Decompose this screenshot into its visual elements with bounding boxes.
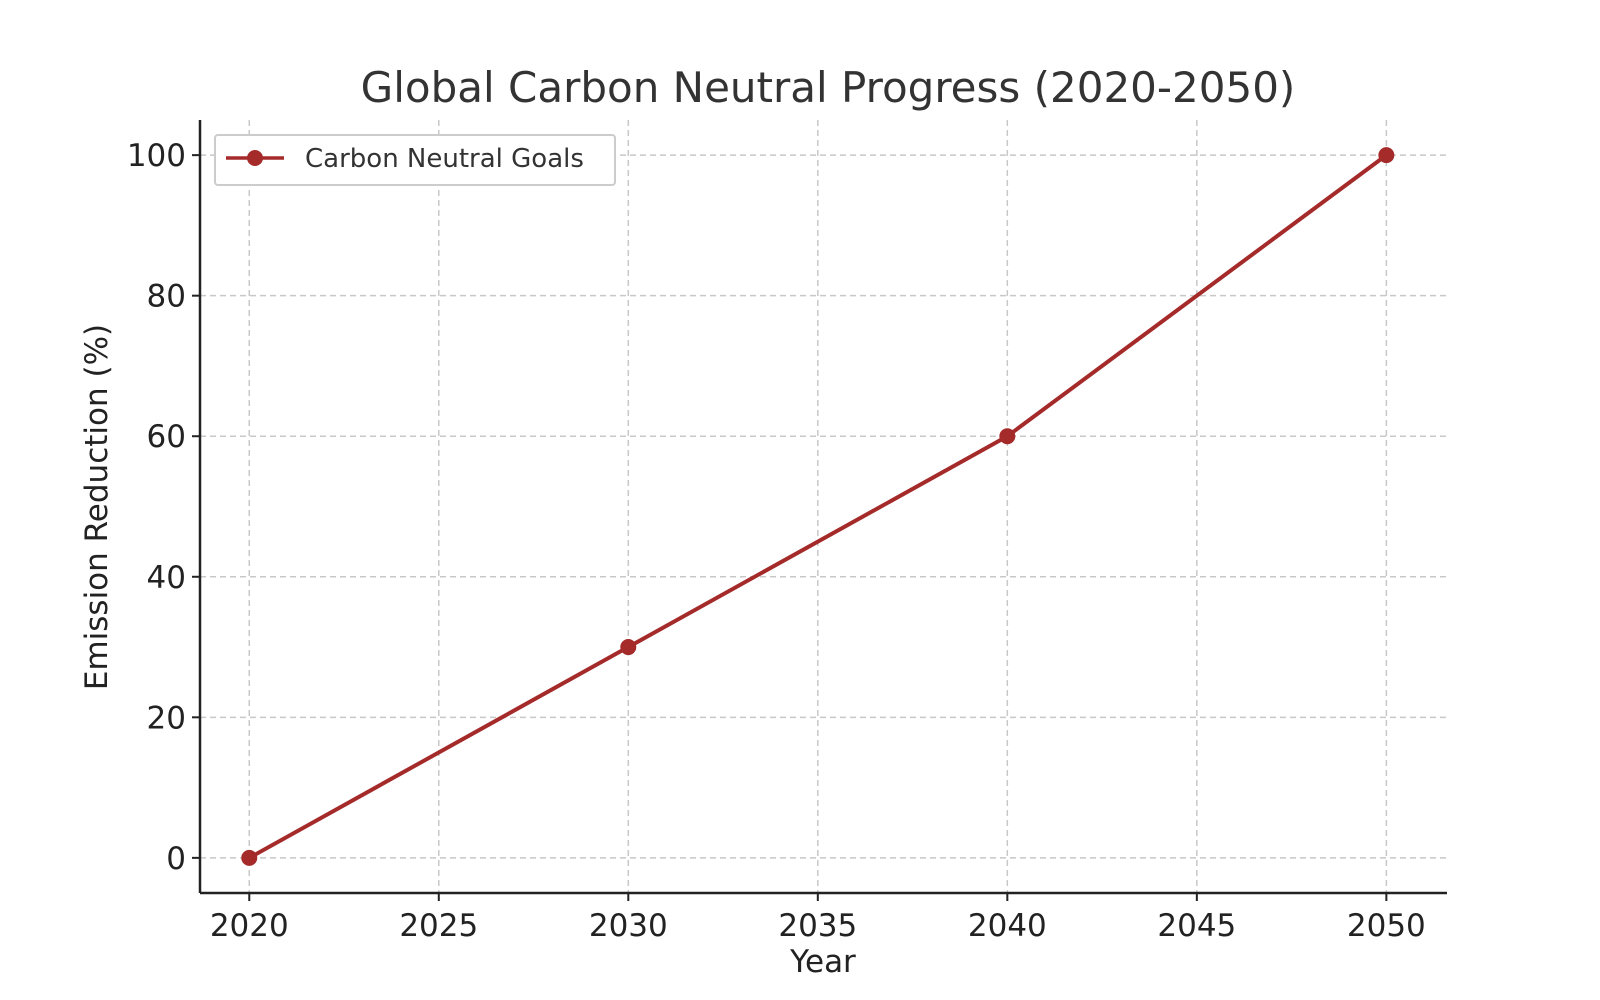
- data-point: [241, 849, 258, 866]
- y-tick-label: 100: [127, 138, 186, 174]
- grid: [200, 120, 1447, 893]
- data-point: [620, 639, 637, 656]
- x-tick-label: 2035: [778, 908, 857, 944]
- series-layer: [241, 147, 1395, 866]
- y-tick-label: 40: [147, 560, 186, 596]
- x-axis-label: Year: [789, 944, 856, 980]
- y-axis-label: Emission Reduction (%): [79, 324, 115, 690]
- x-tick-label: 2040: [968, 908, 1047, 944]
- y-tick-label: 0: [166, 841, 186, 877]
- legend-box: [214, 134, 616, 186]
- data-point: [1378, 147, 1395, 164]
- x-tick-label: 2025: [399, 908, 478, 944]
- legend: Carbon Neutral Goals: [214, 134, 616, 186]
- y-axis-ticks: 0 20 40 60 80 100: [127, 138, 200, 877]
- y-tick-label: 20: [147, 700, 186, 736]
- y-tick-label: 80: [147, 279, 186, 315]
- x-tick-label: 2020: [210, 908, 289, 944]
- x-axis-ticks: 2020 2025 2030 2035 2040 2045 2050: [210, 893, 1426, 944]
- data-point: [999, 428, 1016, 445]
- y-tick-label: 60: [147, 419, 186, 455]
- chart-title: Global Carbon Neutral Progress (2020-205…: [361, 63, 1296, 112]
- legend-entry-label: Carbon Neutral Goals: [305, 144, 584, 174]
- series-line: [247, 153, 1389, 860]
- x-tick-label: 2050: [1347, 908, 1426, 944]
- x-tick-label: 2045: [1157, 908, 1236, 944]
- x-tick-label: 2030: [589, 908, 668, 944]
- legend-marker-swatch: [247, 150, 263, 166]
